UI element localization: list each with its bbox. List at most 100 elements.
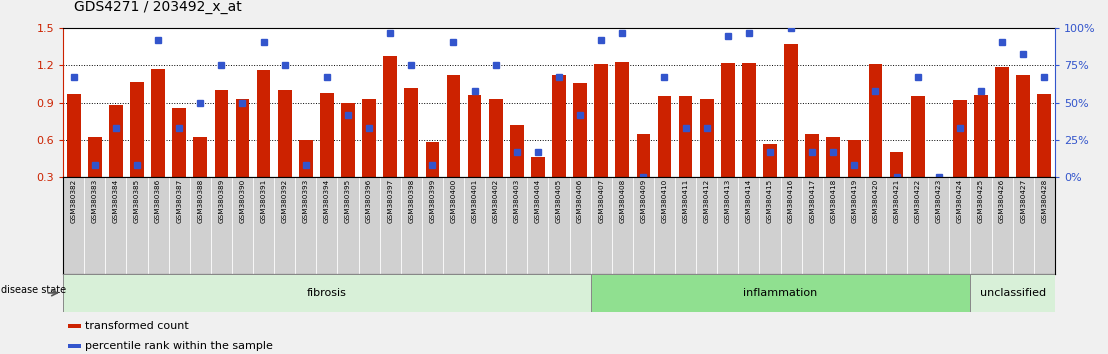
Text: GSM380414: GSM380414: [746, 179, 752, 223]
Bar: [869, 64, 882, 177]
Text: GSM380398: GSM380398: [408, 179, 414, 223]
Bar: [109, 105, 123, 177]
Bar: [995, 67, 1009, 177]
Bar: [658, 97, 671, 177]
Text: GSM380422: GSM380422: [915, 179, 921, 223]
Text: GSM380421: GSM380421: [893, 179, 900, 223]
Bar: [1034, 177, 1055, 274]
Bar: [468, 95, 482, 177]
Text: GSM380428: GSM380428: [1042, 179, 1047, 223]
Bar: [953, 100, 966, 177]
Bar: [338, 177, 359, 274]
Text: GSM380399: GSM380399: [430, 179, 435, 223]
Text: transformed count: transformed count: [85, 321, 189, 331]
Bar: [320, 93, 334, 177]
Bar: [780, 177, 801, 274]
Text: GSM380391: GSM380391: [260, 179, 267, 223]
Bar: [531, 157, 545, 177]
Bar: [844, 177, 865, 274]
Bar: [823, 177, 844, 274]
Bar: [401, 177, 422, 274]
Bar: [68, 324, 81, 328]
Bar: [189, 177, 211, 274]
Bar: [447, 75, 460, 177]
Bar: [675, 177, 696, 274]
Bar: [992, 177, 1013, 274]
Bar: [362, 99, 376, 177]
Bar: [573, 83, 587, 177]
Text: GSM380417: GSM380417: [809, 179, 815, 223]
Text: GSM380420: GSM380420: [872, 179, 879, 223]
Bar: [88, 137, 102, 177]
Bar: [827, 137, 840, 177]
Text: GSM380386: GSM380386: [155, 179, 161, 223]
Bar: [700, 99, 714, 177]
Bar: [317, 177, 338, 274]
Bar: [130, 81, 144, 177]
Text: GSM380390: GSM380390: [239, 179, 246, 223]
Text: GSM380423: GSM380423: [936, 179, 942, 223]
Bar: [929, 177, 950, 274]
Bar: [152, 69, 165, 177]
Text: GSM380425: GSM380425: [978, 179, 984, 223]
Text: GSM380402: GSM380402: [493, 179, 499, 223]
Bar: [742, 63, 756, 177]
Bar: [173, 108, 186, 177]
Text: GSM380403: GSM380403: [514, 179, 520, 223]
Bar: [168, 177, 189, 274]
Bar: [886, 177, 907, 274]
Text: GSM380411: GSM380411: [683, 179, 688, 223]
Bar: [380, 177, 401, 274]
Bar: [570, 177, 591, 274]
Text: GSM380393: GSM380393: [302, 179, 309, 223]
Bar: [274, 177, 295, 274]
Bar: [105, 177, 126, 274]
Bar: [974, 95, 988, 177]
Text: GSM380394: GSM380394: [324, 179, 330, 223]
Text: unclassified: unclassified: [979, 288, 1046, 298]
Bar: [68, 344, 81, 348]
Bar: [679, 97, 692, 177]
Bar: [654, 177, 675, 274]
Bar: [422, 177, 443, 274]
Bar: [404, 88, 418, 177]
Text: GSM380388: GSM380388: [197, 179, 203, 223]
Text: GSM380426: GSM380426: [999, 179, 1005, 223]
Bar: [865, 177, 886, 274]
Text: GSM380406: GSM380406: [577, 179, 583, 223]
Bar: [194, 137, 207, 177]
Bar: [971, 177, 992, 274]
Bar: [971, 274, 1055, 312]
Bar: [950, 177, 971, 274]
Bar: [66, 94, 81, 177]
Bar: [443, 177, 464, 274]
Text: GSM380413: GSM380413: [725, 179, 731, 223]
Bar: [464, 177, 485, 274]
Text: GSM380382: GSM380382: [71, 179, 76, 223]
Bar: [784, 45, 798, 177]
Bar: [126, 177, 147, 274]
Bar: [696, 177, 717, 274]
Bar: [299, 140, 312, 177]
Text: GSM380383: GSM380383: [92, 179, 98, 223]
Bar: [359, 177, 380, 274]
Bar: [383, 56, 397, 177]
Text: disease state: disease state: [1, 285, 66, 295]
Text: GSM380415: GSM380415: [767, 179, 773, 223]
Bar: [548, 177, 570, 274]
Bar: [211, 177, 232, 274]
Text: GSM380409: GSM380409: [640, 179, 646, 223]
Text: GSM380418: GSM380418: [830, 179, 837, 223]
Text: GSM380392: GSM380392: [281, 179, 288, 223]
Bar: [278, 90, 291, 177]
Text: GSM380404: GSM380404: [535, 179, 541, 223]
Bar: [1013, 177, 1034, 274]
Bar: [848, 140, 861, 177]
Bar: [932, 177, 945, 195]
Bar: [717, 177, 738, 274]
Bar: [591, 274, 971, 312]
Bar: [911, 97, 924, 177]
Bar: [527, 177, 548, 274]
Bar: [615, 62, 629, 177]
Text: GSM380397: GSM380397: [387, 179, 393, 223]
